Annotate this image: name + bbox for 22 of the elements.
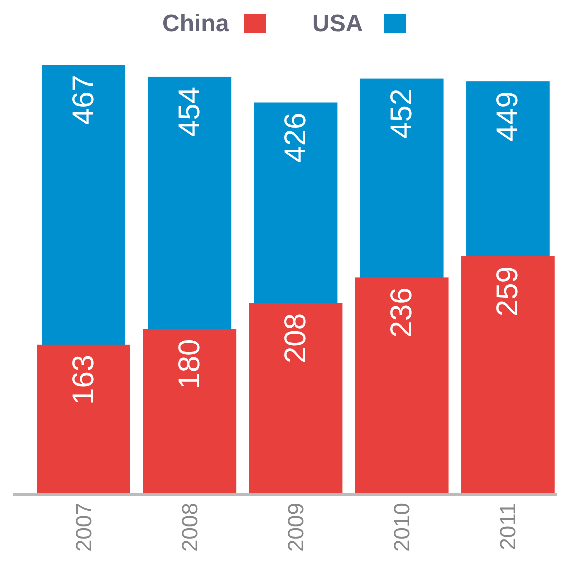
legend-label: China — [162, 10, 230, 38]
x-tick-label: 2009 — [284, 503, 308, 552]
data-label: 426 — [280, 112, 312, 163]
bar — [37, 344, 130, 495]
data-label: 452 — [386, 88, 419, 139]
data-label: 449 — [492, 92, 525, 142]
bar — [355, 278, 449, 495]
data-label: 454 — [173, 86, 206, 138]
data-label: 259 — [492, 266, 525, 317]
bar — [249, 303, 343, 495]
legend-label: USA — [312, 10, 364, 38]
x-tick-label: 2010 — [390, 503, 415, 552]
bar — [143, 329, 237, 495]
bar — [462, 256, 555, 495]
data-label: 467 — [67, 75, 100, 126]
x-tick-label: 2007 — [71, 503, 96, 552]
data-label: 236 — [386, 288, 419, 338]
x-tick-label: 2011 — [496, 503, 521, 550]
data-label: 180 — [173, 339, 206, 390]
data-label: 208 — [280, 313, 312, 364]
x-tick-label: 2008 — [177, 503, 202, 552]
data-label: 163 — [67, 354, 100, 405]
